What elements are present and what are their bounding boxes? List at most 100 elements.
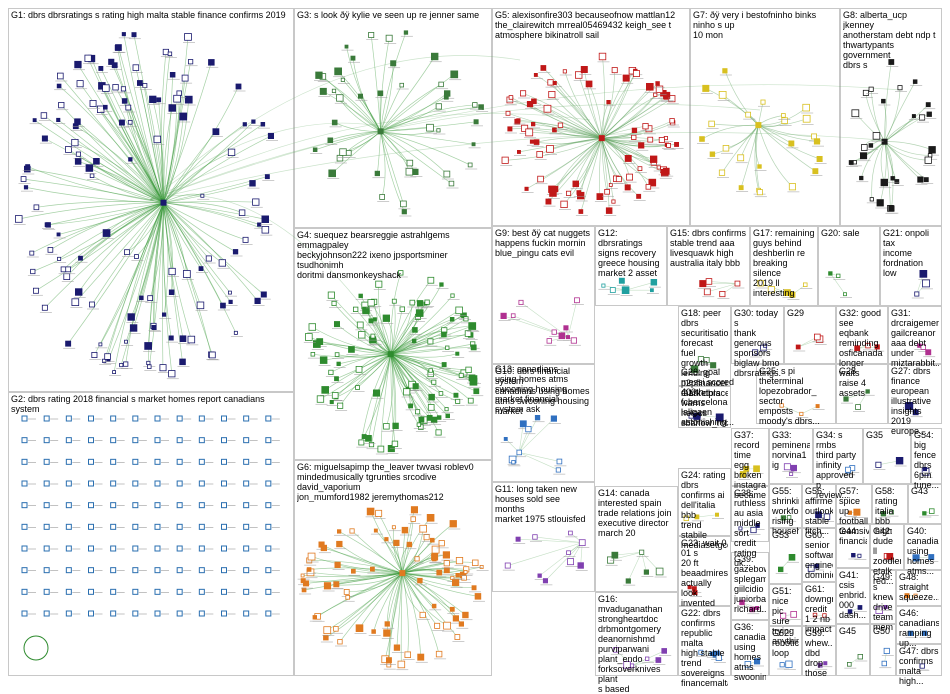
node <box>663 168 669 174</box>
node <box>262 226 269 233</box>
node <box>255 298 260 303</box>
node <box>444 622 451 629</box>
node <box>719 91 726 98</box>
node <box>919 115 924 120</box>
node <box>266 438 271 443</box>
node <box>646 83 653 90</box>
node <box>99 66 103 70</box>
node <box>436 104 441 109</box>
node <box>34 205 39 210</box>
node <box>575 298 580 303</box>
node <box>789 141 794 146</box>
node <box>89 459 94 464</box>
panel-frame-g20 <box>819 227 880 306</box>
node <box>345 45 348 48</box>
node <box>180 113 187 120</box>
node <box>437 129 440 132</box>
node <box>44 589 49 594</box>
node <box>244 546 249 551</box>
node <box>90 302 95 307</box>
node <box>113 371 116 374</box>
node <box>675 142 679 146</box>
node <box>450 521 457 528</box>
node <box>368 300 374 306</box>
node <box>417 423 421 427</box>
node <box>222 438 227 443</box>
edge <box>402 573 408 655</box>
node <box>372 630 376 634</box>
node <box>606 208 612 214</box>
node <box>135 255 139 259</box>
node <box>222 546 227 551</box>
node <box>453 616 458 621</box>
node <box>402 527 408 533</box>
node <box>22 438 27 443</box>
node <box>456 399 460 403</box>
node <box>474 389 479 394</box>
node <box>860 176 864 180</box>
node <box>359 332 366 339</box>
node <box>373 318 376 321</box>
node <box>516 537 520 541</box>
node <box>480 565 483 568</box>
node <box>637 194 641 198</box>
node <box>534 73 537 76</box>
node <box>427 415 432 420</box>
node <box>876 462 881 467</box>
node <box>113 85 119 91</box>
node <box>415 410 419 414</box>
node <box>148 296 153 301</box>
node <box>439 392 443 396</box>
self-loop <box>24 636 48 660</box>
cross-edge <box>150 133 880 201</box>
node <box>877 200 883 206</box>
node <box>549 91 555 97</box>
node <box>199 589 204 594</box>
node <box>33 119 36 122</box>
node <box>320 357 327 364</box>
node <box>89 481 94 486</box>
node <box>243 237 248 242</box>
node <box>22 459 27 464</box>
panel-label-g39: G39: gazebow... splegami... giilcidio ju… <box>734 554 766 614</box>
node <box>410 300 415 305</box>
node <box>882 661 887 666</box>
node <box>44 459 49 464</box>
node <box>424 535 429 540</box>
node <box>66 459 71 464</box>
node <box>133 416 138 421</box>
node <box>335 562 340 567</box>
node <box>445 408 448 411</box>
node <box>206 256 211 261</box>
node <box>709 121 715 127</box>
node <box>89 503 94 508</box>
node <box>369 32 374 37</box>
node <box>320 88 326 94</box>
node <box>155 438 160 443</box>
node <box>337 155 343 161</box>
node <box>150 96 157 103</box>
node <box>761 100 765 104</box>
node <box>459 373 463 377</box>
panel-nodes <box>14 31 939 670</box>
node <box>413 384 418 389</box>
node <box>197 302 204 309</box>
node <box>57 73 63 79</box>
node <box>378 446 384 452</box>
node <box>66 341 71 346</box>
node <box>446 414 450 418</box>
node <box>229 300 232 303</box>
node <box>837 274 841 278</box>
node <box>317 396 324 403</box>
edge <box>58 120 163 203</box>
node <box>566 191 570 195</box>
node <box>86 165 93 172</box>
node <box>133 568 138 573</box>
node <box>169 336 173 340</box>
panel-label-g33: G33: peminenavy norvina1 ig <box>772 430 810 470</box>
edge <box>599 138 601 197</box>
node <box>266 416 271 421</box>
node <box>667 143 671 147</box>
node <box>99 343 102 346</box>
